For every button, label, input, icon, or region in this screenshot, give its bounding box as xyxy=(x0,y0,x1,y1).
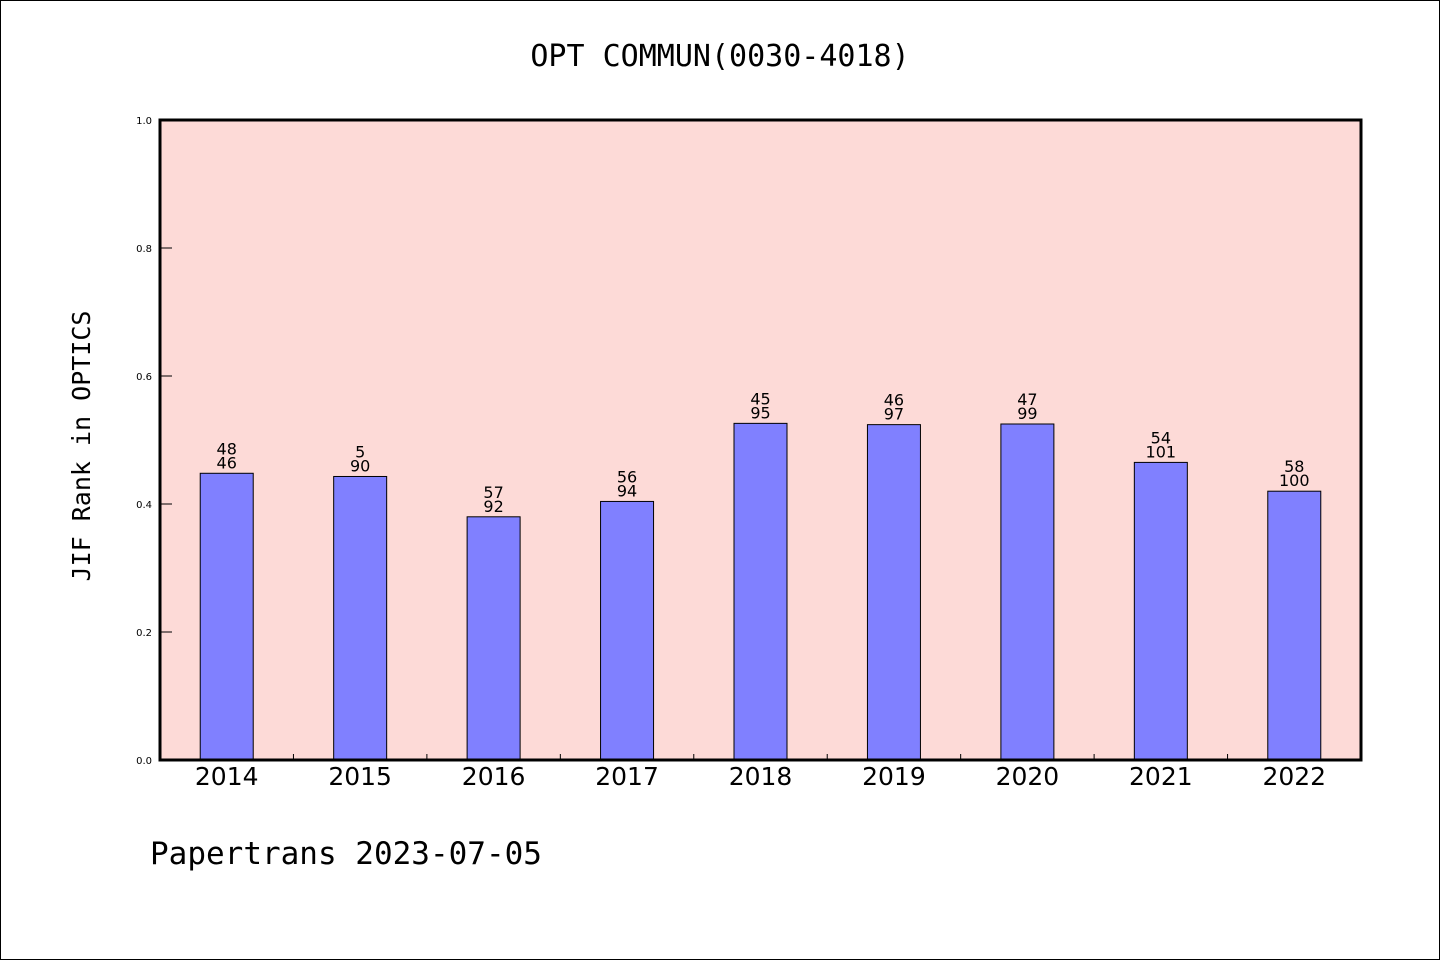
plot-border xyxy=(158,118,1363,762)
bar-label-rank: 47 xyxy=(1017,390,1037,409)
bar-label-rank: 57 xyxy=(483,483,503,502)
bar-2014 xyxy=(199,472,254,761)
bar-label-total: 99 xyxy=(1017,404,1037,423)
y-tick-label: 0.2 xyxy=(136,628,152,639)
bar-label-total: 101 xyxy=(1146,442,1177,461)
bar-2018 xyxy=(733,422,788,761)
y-axis-label: JIF Rank in OPTICS xyxy=(67,311,96,582)
x-tick-label: 2017 xyxy=(595,762,659,791)
x-tick-label: 2018 xyxy=(729,762,793,791)
x-tick-label: 2015 xyxy=(328,762,392,791)
y-tick-label: 0.6 xyxy=(136,372,152,383)
bar-2016 xyxy=(466,516,521,761)
bar-label-rank: 58 xyxy=(1284,457,1304,476)
bar-label-rank: 54 xyxy=(1151,428,1171,447)
x-tick-label: 2014 xyxy=(195,762,259,791)
footer-text: Papertrans 2023-07-05 xyxy=(150,836,542,872)
bar-label-total: 92 xyxy=(483,497,503,516)
bar-label-rank: 56 xyxy=(617,467,637,486)
bar-2021 xyxy=(1133,461,1188,761)
bar-label-rank: 45 xyxy=(750,389,770,408)
bar-label-total: 46 xyxy=(217,453,237,472)
x-axis-ticks: 2014 2015 2016 2017 2018 2019 2020 2021 2022 xyxy=(195,754,1326,791)
chart-title: OPT COMMUN(0030-4018) xyxy=(530,39,909,74)
x-tick-label: 2022 xyxy=(1262,762,1326,791)
y-tick-label: 0.8 xyxy=(136,244,152,255)
bar-2020 xyxy=(1000,423,1055,761)
bar-label-rank: 46 xyxy=(884,391,904,410)
x-tick-label: 2021 xyxy=(1129,762,1193,791)
bar-2017 xyxy=(600,500,655,761)
x-tick-label: 2016 xyxy=(462,762,526,791)
y-tick-label: 0.0 xyxy=(136,756,152,767)
bar-2019 xyxy=(866,424,921,761)
x-tick-label: 2019 xyxy=(862,762,926,791)
bar-label-total: 94 xyxy=(617,481,637,500)
y-tick-label: 0.4 xyxy=(136,500,152,511)
x-tick-label: 2020 xyxy=(996,762,1060,791)
bar-label-rank: 48 xyxy=(217,439,237,458)
bar-label-total: 95 xyxy=(750,403,770,422)
bar-2015 xyxy=(333,475,388,761)
bar-label-total: 97 xyxy=(884,405,904,424)
bar-label-total: 90 xyxy=(350,456,370,475)
y-tick-label: 1.0 xyxy=(136,116,152,127)
bar-label-total: 100 xyxy=(1279,471,1310,490)
bar-label-rank: 5 xyxy=(355,442,365,461)
bar-2022 xyxy=(1267,490,1322,761)
